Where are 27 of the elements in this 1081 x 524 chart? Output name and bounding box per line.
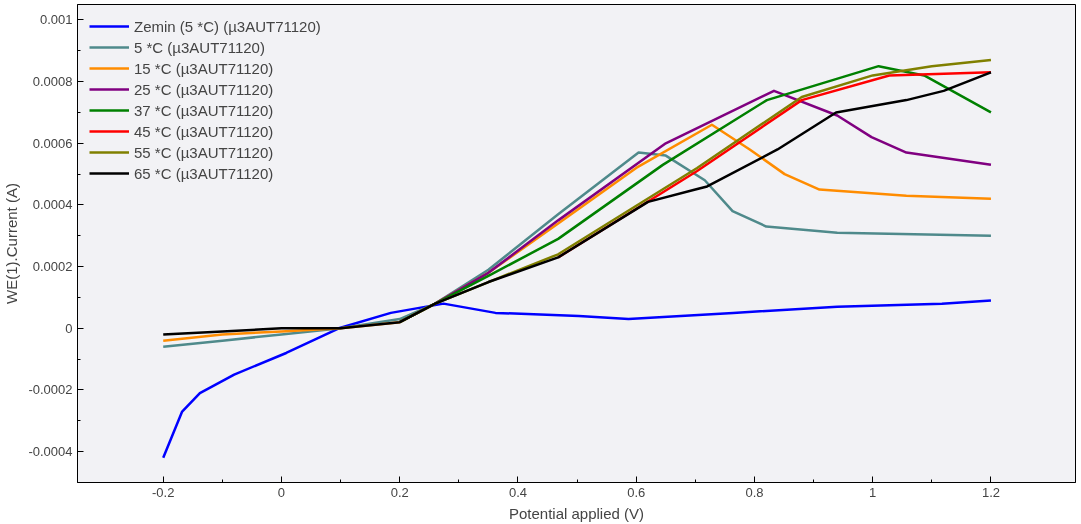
legend-label: 45 *C (µ3AUT71120) [134, 121, 274, 141]
x-tick-label: 0.4 [508, 484, 528, 500]
x-tick-label: 0.2 [390, 484, 409, 500]
x-tick-label: 0.8 [745, 484, 764, 500]
legend-label: Zemin (5 *C) (µ3AUT71120) [134, 16, 321, 36]
y-tick-label: 0.0004 [32, 197, 73, 213]
y-tick-label: 0.0006 [32, 135, 73, 151]
x-tick-label: 1.2 [981, 484, 1000, 500]
legend-label: 37 *C (µ3AUT71120) [134, 100, 274, 120]
legend-label: 25 *C (µ3AUT71120) [134, 79, 274, 99]
x-tick-label: -0.2 [152, 484, 175, 500]
y-tick-label: 0.001 [39, 12, 73, 28]
y-tick-label: -0.0004 [28, 444, 73, 460]
legend-label: 5 *C (µ3AUT71120) [134, 37, 265, 57]
y-tick-label: 0.0002 [32, 259, 73, 275]
legend-label: 55 *C (µ3AUT71120) [134, 142, 274, 162]
y-axis-title: WE(1).Current (A) [3, 183, 21, 304]
x-axis-title: Potential applied (V) [508, 504, 645, 522]
x-tick-label: 0 [277, 484, 286, 500]
x-tick-label: 1 [869, 484, 877, 500]
y-tick-label: 0 [65, 320, 73, 336]
legend-label: 65 *C (µ3AUT71120) [134, 163, 274, 183]
legend-label: 15 *C (µ3AUT71120) [134, 58, 274, 78]
y-tick-label: 0.0008 [32, 74, 73, 90]
line-series [161, 299, 993, 460]
x-tick-label: 0.6 [627, 484, 646, 500]
y-tick-label: -0.0002 [28, 382, 73, 398]
